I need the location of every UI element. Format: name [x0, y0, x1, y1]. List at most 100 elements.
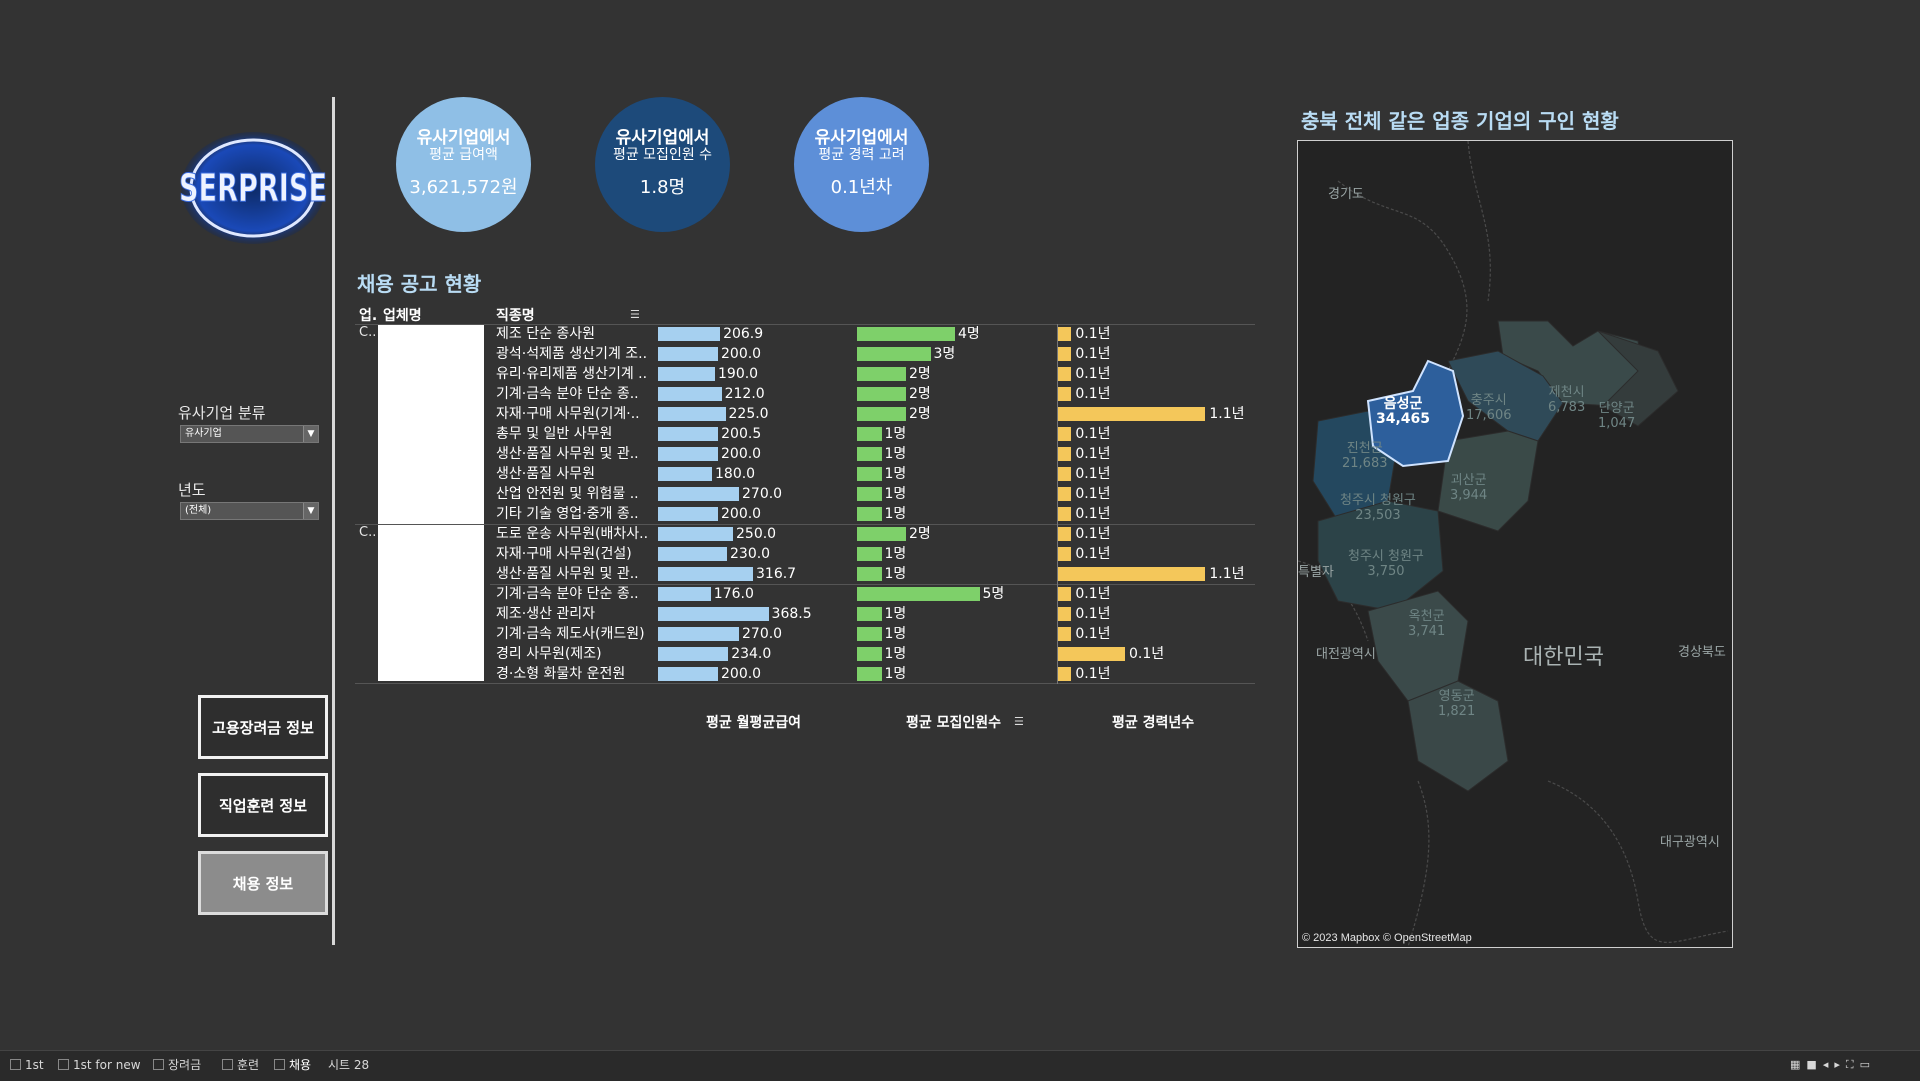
salary-value: 180.0: [715, 466, 756, 482]
recruits-value: 3명: [933, 346, 956, 362]
region-value: 23,503: [1355, 508, 1401, 523]
career-value: 0.1년: [1075, 446, 1111, 462]
chevron-down-icon[interactable]: ▼: [303, 503, 318, 519]
salary-value: 200.0: [721, 666, 762, 682]
job-name: 자재·구매 사무원(건설): [496, 546, 632, 562]
salary-value: 206.9: [723, 326, 764, 342]
region-name: 진천군: [1346, 441, 1383, 456]
region-name: 옥천군: [1408, 609, 1445, 624]
career-bar: [1058, 607, 1072, 621]
job-name: 생산·품질 사무원 및 관..: [496, 566, 639, 582]
category-filter-dropdown[interactable]: 유사기업 ▼: [180, 425, 319, 443]
salary-bar: [658, 407, 726, 421]
sheet-tab[interactable]: 1st: [10, 1056, 44, 1074]
job-name: 광석·석제품 생산기계 조..: [496, 346, 648, 362]
recruits-bar: [857, 627, 882, 641]
chevron-down-icon[interactable]: ▼: [303, 426, 318, 442]
salary-value: 200.0: [721, 446, 762, 462]
career-value: 0.1년: [1075, 366, 1111, 382]
career-bar: [1058, 387, 1072, 401]
sheet-tab[interactable]: 장려금: [153, 1056, 201, 1074]
kpi-line1: 유사기업에서: [416, 128, 511, 148]
kpi-avg-recruits: 유사기업에서 평균 모집인원 수 1.8명: [595, 97, 730, 232]
career-value: 0.1년: [1075, 606, 1111, 622]
recruits-bar: [857, 367, 906, 381]
recruits-value: 2명: [909, 386, 931, 402]
region-chungju: [1447, 350, 1564, 442]
career-value: 0.1년: [1075, 586, 1111, 602]
region-label: 영동군 1,821: [1438, 689, 1475, 719]
header-industry: 업.: [359, 308, 378, 324]
axis-title-career: 평균 경력년수: [1112, 715, 1195, 731]
next-icon[interactable]: ▸: [1834, 1058, 1846, 1071]
year-filter-dropdown[interactable]: (전체) ▼: [180, 502, 319, 520]
kpi-value: 1.8명: [639, 177, 686, 198]
job-name: 기계·금속 제도사(캐드원): [496, 626, 645, 642]
sheet-tab-active[interactable]: 채용: [274, 1056, 311, 1074]
map-outer-label: 대구광역시: [1660, 835, 1720, 850]
map-title: 충북 전체 같은 업종 기업의 구인 현황: [1301, 109, 1619, 133]
training-info-button[interactable]: 직업훈련 정보: [198, 773, 328, 837]
recruits-bar: [857, 527, 906, 541]
hiring-info-button[interactable]: 채용 정보: [198, 851, 328, 915]
career-value: 0.1년: [1075, 466, 1111, 482]
kpi-avg-salary: 유사기업에서 평균 급여액 3,621,572원: [396, 97, 531, 232]
career-bar: [1058, 667, 1072, 681]
job-name: 도로 운송 사무원(배차사..: [496, 526, 649, 542]
recruits-bar: [857, 467, 882, 481]
career-value: 0.1년: [1075, 386, 1111, 402]
recruits-bar: [857, 407, 906, 421]
year-filter-value: (전체): [185, 505, 212, 516]
salary-bar: [658, 567, 753, 581]
map-outer-label: 경상북도: [1678, 645, 1726, 660]
sheet-tab[interactable]: 시트 28: [328, 1056, 369, 1074]
tabbar-controls[interactable]: ▦■◂▸⛶▭: [1790, 1056, 1876, 1074]
fullscreen-icon[interactable]: ⛶: [1845, 1058, 1860, 1071]
region-map[interactable]: 경기도 대한민국 경상북도 대전광역시 대구광역시 특별자 음성군 34,465 충…: [1297, 140, 1733, 948]
sheet-tab[interactable]: 훈련: [222, 1056, 259, 1074]
salary-bar: [658, 487, 739, 501]
recruits-bar: [857, 487, 882, 501]
grid-view-icon[interactable]: ▦: [1790, 1058, 1807, 1071]
sheet-icon: [274, 1059, 285, 1070]
career-bar: [1058, 327, 1072, 341]
salary-bar: [658, 527, 733, 541]
career-value: 0.1년: [1129, 646, 1165, 662]
axis-title-recruits: 평균 모집인원수: [906, 715, 1002, 731]
sheet-tab[interactable]: 1st for new: [58, 1056, 141, 1074]
map-outer-label: 대한민국: [1523, 645, 1604, 670]
career-bar: [1058, 367, 1072, 381]
salary-bar: [658, 507, 718, 521]
recruits-value: 4명: [958, 326, 980, 342]
career-value: 1.1년: [1209, 566, 1245, 582]
career-bar: [1058, 427, 1072, 441]
header-company: 업체명: [383, 308, 422, 324]
sheet-tab-label: 장려금: [168, 1058, 202, 1072]
region-label: 청주시 청원구 3,750: [1348, 549, 1424, 579]
job-name: 경·소형 화물차 운전원: [496, 666, 626, 682]
job-name: 자재·구매 사무원(기계·..: [496, 406, 640, 422]
sort-icon[interactable]: ☰: [1014, 715, 1024, 728]
career-value: 0.1년: [1075, 326, 1111, 342]
region-name: 음성군: [1383, 396, 1423, 412]
region-value: 1,047: [1598, 416, 1636, 431]
kpi-line2: 평균 경력 고려: [818, 147, 905, 163]
industry-group-label: C..: [359, 325, 377, 340]
recruits-value: 1명: [884, 606, 907, 622]
salary-value: 270.0: [742, 626, 783, 642]
region-label: 진천군 21,683: [1342, 441, 1388, 471]
recruits-value: 1명: [884, 486, 907, 502]
sort-icon[interactable]: ☰: [630, 308, 640, 321]
recruits-bar: [857, 587, 980, 601]
salary-bar: [658, 327, 721, 341]
single-view-icon[interactable]: ■: [1806, 1058, 1823, 1071]
recruits-bar: [857, 447, 882, 461]
sheet-tab-label: 채용: [289, 1058, 312, 1072]
prev-icon[interactable]: ◂: [1822, 1058, 1835, 1071]
present-icon[interactable]: ▭: [1859, 1058, 1876, 1071]
salary-bar: [658, 587, 711, 601]
recruits-value: 1명: [884, 646, 907, 662]
career-value: 0.1년: [1075, 486, 1111, 502]
job-name: 제조 단순 종사원: [496, 326, 596, 342]
subsidy-info-button[interactable]: 고용장려금 정보: [198, 695, 328, 759]
